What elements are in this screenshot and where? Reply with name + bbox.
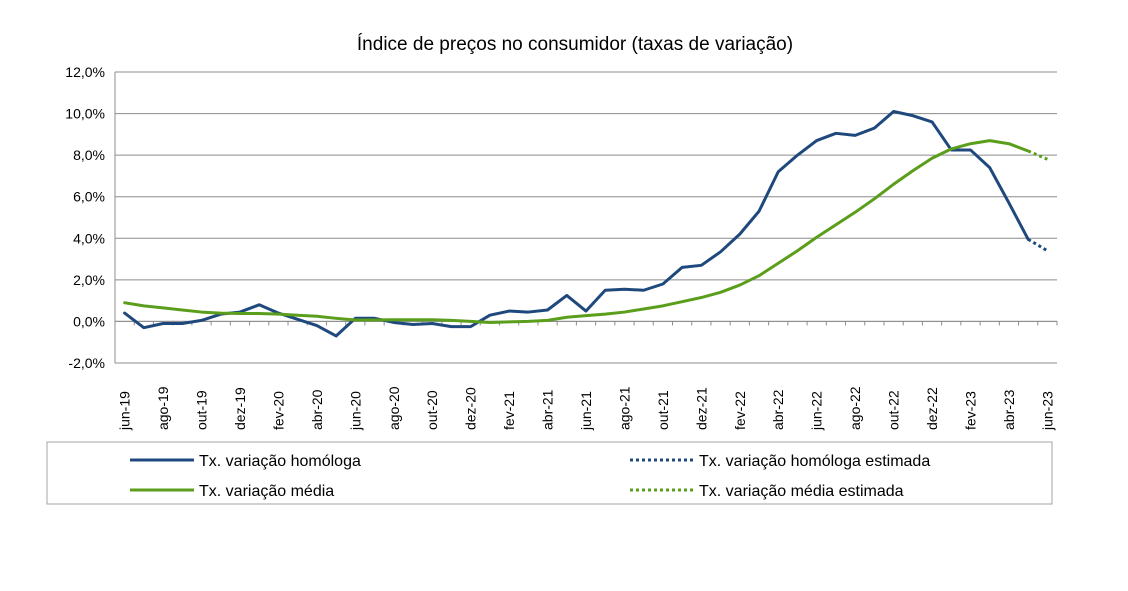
x-tick-label: abr-23 [1001,389,1017,430]
y-tick-label: 6,0% [73,189,105,205]
x-tick-label: fev-23 [962,391,978,430]
x-tick-label: jun-20 [347,391,363,431]
x-tick-label: fev-21 [501,391,517,430]
gridlines [114,71,1058,364]
x-tick-label: ago-19 [155,386,171,430]
legend-label-3: Tx. variação média estimada [699,483,904,500]
legend-label-2: Tx. variação média [199,483,334,500]
x-tick-label: out-20 [424,390,440,430]
x-tick-label: out-22 [886,390,902,430]
x-tick-label: dez-20 [463,387,479,430]
x-tick-label: jun-22 [809,391,825,431]
y-axis-tick-labels: -2,0% 0,0% 2,0% 4,0% 6,0% 8,0% 10,0% 12,0% [65,64,105,371]
x-tick-label: ago-21 [616,386,632,430]
x-tick-label: ago-22 [847,386,863,430]
x-tick-label: abr-22 [770,389,786,430]
y-tick-label: 2,0% [73,272,105,288]
x-tick-label: fev-20 [270,391,286,430]
y-tick-label: 12,0% [65,64,105,80]
x-tick-label: jun-23 [1039,391,1055,431]
y-tick-label: 0,0% [73,313,105,329]
x-tick-label: dez-21 [693,387,709,430]
x-tick-label: jun-19 [117,391,133,431]
x-tick-label: dez-22 [924,387,940,430]
x-tick-label: fev-22 [732,391,748,430]
x-tick-label: abr-21 [540,389,556,430]
x-tick-label: abr-20 [309,389,325,430]
y-tick-label: 8,0% [73,147,105,163]
x-tick-label: ago-20 [386,386,402,430]
y-tick-label: -2,0% [68,355,105,371]
chart-title: Índice de preços no consumidor (taxas de… [357,34,793,55]
legend-label-0: Tx. variação homóloga [199,453,361,470]
x-tick-label: out-19 [194,390,210,430]
y-tick-label: 10,0% [65,106,105,122]
x-tick-label: out-21 [655,390,671,430]
series-line-2 [123,139,1030,324]
y-tick-label: 4,0% [73,230,105,246]
legend-box [46,441,1053,505]
x-axis-tick-labels: jun-19 ago-19 out-19 dez-19 fev-20 abr-20 jun-… [117,386,1056,431]
series-line-1 [1027,238,1049,253]
series-line-0 [123,109,1030,338]
x-tick-label: jun-21 [578,391,594,431]
legend: Tx. variação homóloga Tx. variação homólo… [46,441,1053,505]
series-lines [123,109,1049,338]
x-tick-label: dez-19 [232,387,248,430]
legend-label-1: Tx. variação homóloga estimada [699,453,930,470]
